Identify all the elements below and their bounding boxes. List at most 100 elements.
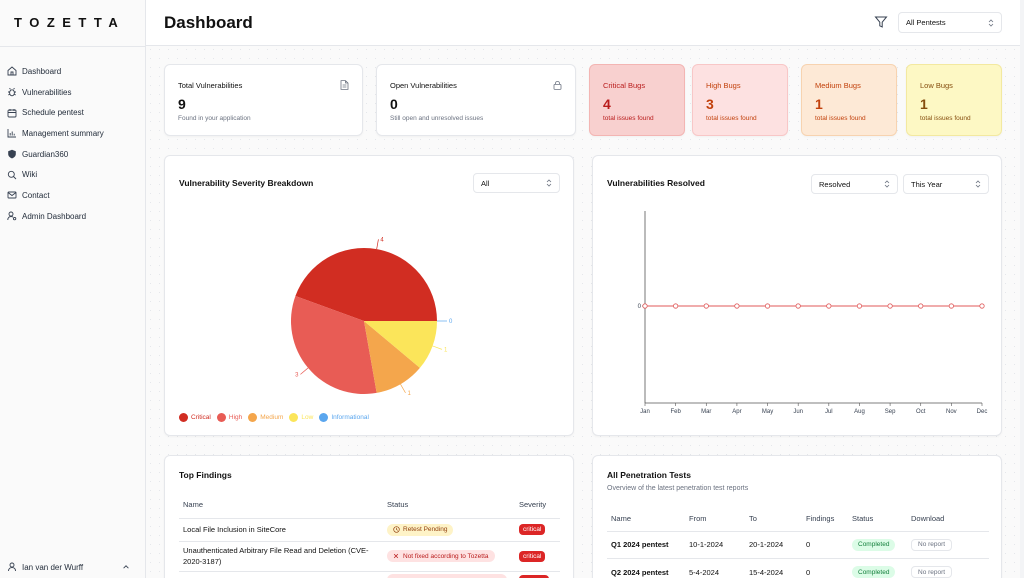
data-point[interactable] [826,303,832,309]
pentest-select-value: All Pentests [906,18,946,27]
pentest-download-cell: No report [911,531,989,558]
pie-slice-medium[interactable] [364,321,420,393]
data-point[interactable] [887,303,893,309]
finding-severity-cell: critical [519,541,560,571]
sidebar-item-schedule-pentest[interactable]: Schedule pentest [7,102,141,123]
resolved-status-select[interactable]: Resolved [811,174,898,194]
legend-swatch [179,413,188,422]
sidebar-item-wiki[interactable]: Wiki [7,164,141,185]
legend-label: High [228,414,243,421]
data-point[interactable] [979,303,985,309]
pentest-findings: 0 [806,567,811,577]
stat-card-total: Total Vulnerabilities 9 Found in your ap… [164,64,363,136]
chevron-updown-icon [546,179,552,187]
pentest-status-cell: Completed [852,558,911,578]
column-header: From [689,514,707,524]
data-point[interactable] [795,303,801,309]
column-header: Status [852,514,874,524]
table-row[interactable]: Q1 2024 pentest 10-1-2024 20-1-2024 0 Co… [607,531,989,558]
legend-item-informational[interactable]: Informational [319,413,369,422]
pie-data-label: 0 [449,319,453,325]
chevron-up-icon[interactable] [122,563,130,571]
legend-item-high[interactable]: High [216,413,243,422]
pie-label-line [432,345,443,350]
pentest-to: 15-4-2024 [749,567,784,577]
bug-icon [8,87,16,97]
download-button[interactable]: No report [911,538,953,551]
resolved-status-value: Resolved [819,179,851,189]
sidebar-item-vulnerabilities[interactable]: Vulnerabilities [7,82,141,103]
sidebar-item-management-summary[interactable]: Management summary [7,123,141,144]
x-tick-label: Aug [854,409,865,415]
x-icon [393,553,399,559]
filter-icon[interactable] [874,15,888,29]
status-text: Not fixed according to Tozetta [403,552,489,560]
legend-swatch [216,413,226,422]
severity-badge: critical [519,524,546,535]
user-menu[interactable]: Ian van der Wurff [7,562,137,572]
pie-slice-critical[interactable] [295,247,437,321]
pie-slice-low[interactable] [364,321,437,368]
pentest-name: Q2 2024 pentest [611,567,669,577]
app-logo[interactable]: TOZETTA [14,15,126,30]
sidebar-item-admin-dashboard[interactable]: Admin Dashboard [7,206,141,227]
sidebar-item-label: Contact [22,190,50,200]
legend-item-low[interactable]: Low [289,413,313,422]
stat-card-high: High Bugs 3 total issues found [692,64,788,136]
sidebar-item-guardian360[interactable]: Guardian360 [7,144,141,165]
resolved-period-select[interactable]: This Year [903,174,989,194]
chevron-updown-icon [988,18,994,27]
panel-title: Top Findings [179,470,232,480]
column-header: To [749,514,757,524]
lock-icon [553,81,562,90]
table-row[interactable]: Q2 2024 pentest 5-4-2024 15-4-2024 0 Com… [607,558,989,578]
pentest-download-cell: No report [911,558,989,578]
legend-swatch [248,413,258,422]
column-header: Name [183,500,204,510]
panel-subtitle: Overview of the latest penetration test … [607,485,749,492]
severity-badge: critical [519,550,546,562]
stat-subtitle: Found in your application [178,115,251,122]
data-point[interactable] [856,303,863,309]
page-header: Dashboard All Pentests [146,0,1024,46]
sidebar-item-dashboard[interactable]: Dashboard [7,61,141,82]
pie-legend: Critical High Medium Low Informational [179,413,375,422]
top-findings-panel: Top Findings Name Status Severity Local … [164,455,574,578]
data-point[interactable] [948,303,954,309]
panel-title: All Penetration Tests [607,470,691,480]
table-row[interactable]: Local File Inclusion in SiteCore Retest … [179,518,560,541]
severity-filter-value: All [481,178,490,188]
legend-item-medium[interactable]: Medium [248,413,283,422]
table-row[interactable] [179,571,560,578]
pentest-findings: 0 [806,540,811,549]
y-tick-label: 0 [638,304,642,310]
data-point[interactable] [642,303,648,309]
legend-item-critical[interactable]: Critical [179,413,211,422]
user-name: Ian van der Wurff [22,562,84,572]
pie-data-label: 4 [380,237,384,243]
scrollbar[interactable] [1020,0,1024,578]
legend-label: Informational [331,414,369,421]
stat-title: High Bugs [706,81,741,90]
search-icon [7,170,17,180]
sidebar-item-contact[interactable]: Contact [7,185,141,206]
table-row[interactable]: Unauthenticated Arbitrary File Read and … [179,541,560,571]
data-point[interactable] [734,303,740,309]
pie-slice-high[interactable] [291,296,377,394]
data-point[interactable] [703,303,709,309]
table-header-row: Name Status Severity [179,492,560,518]
pentest-select[interactable]: All Pentests [898,12,1002,33]
severity-filter-select[interactable]: All [473,173,560,193]
sidebar-item-label: Vulnerabilities [22,87,72,97]
resolved-period-value: This Year [911,179,943,189]
status-badge: Retest Pending [387,523,454,536]
finding-severity-cell: critical [519,518,560,541]
x-tick-label: Nov [946,409,957,415]
data-point[interactable] [918,303,924,309]
data-point[interactable] [764,303,771,309]
data-point[interactable] [673,303,679,309]
stat-value: 0 [390,96,398,112]
download-button[interactable]: No report [911,566,953,578]
chart-icon [7,129,16,138]
finding-name: Unauthenticated Arbitrary File Read and … [183,546,369,566]
